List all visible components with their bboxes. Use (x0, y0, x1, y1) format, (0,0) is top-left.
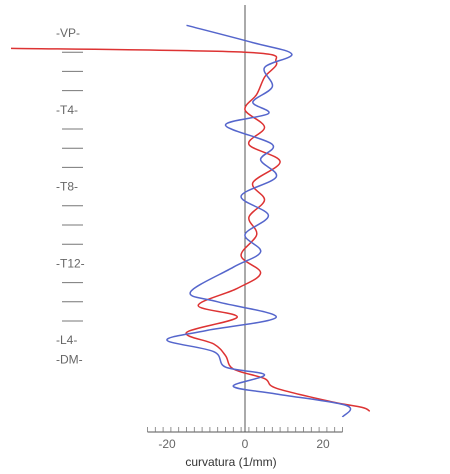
level-label: -T12- (56, 256, 85, 270)
level-label: -L4- (56, 333, 77, 347)
level-label: -T8- (56, 180, 78, 194)
level-label: -T4- (56, 103, 78, 117)
x-axis-ticks: -20 0 20 (147, 427, 343, 451)
x-axis-title: curvatura (1/mm) (185, 455, 276, 469)
level-label: -VP- (56, 26, 80, 40)
series-line-2 (166, 24, 352, 418)
level-label: -DM- (56, 352, 83, 366)
series-group (10, 24, 371, 418)
x-tick-label: -20 (158, 437, 176, 451)
x-tick-label: 0 (242, 437, 249, 451)
series-line-1 (10, 47, 371, 412)
vertebra-level-labels: -VP- -T4- -T8- -T12- -L4- -DM- (56, 26, 85, 366)
x-tick-label: 20 (316, 437, 330, 451)
